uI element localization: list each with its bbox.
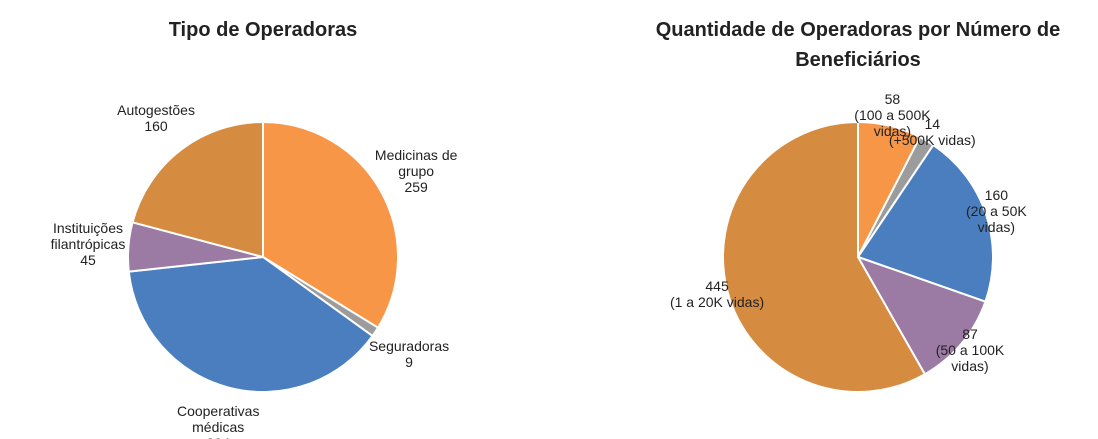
slice-value: 9 [405,354,413,371]
slice-value: 160 [144,117,168,134]
pie-slice [131,120,264,259]
slice-label: Autogestões 160 [101,102,211,134]
slice-value: 58 [884,91,901,108]
slice-name: Instituições filantrópicas [50,219,126,252]
pie-slice [262,120,399,330]
slice-label: 58 (100 a 500K vidas) [844,91,940,139]
slice-value: 445 [705,278,729,295]
slice-label: 445 (1 a 20K vidas) [669,278,765,310]
chart-title: Quantidade de Operadoras por Número de B… [655,19,1061,71]
slice-value: 160 [984,187,1009,204]
slice-label: Medicinas de grupo 259 [361,147,471,195]
slice-name: (50 a 100K vidas) [935,342,1005,375]
slice-label: 160 (20 a 50K vidas) [948,187,1044,235]
slice-label: 87 (50 a 100K vidas) [922,326,1018,374]
slice-name: (20 a 50K vidas) [966,203,1027,236]
slice-label: Cooperativas médicas294 [163,403,273,439]
slice-name: Autogestões [117,101,195,118]
slice-value: 294 [163,435,273,439]
pie-slice [127,255,374,393]
slice-value: 259 [404,179,428,196]
pie-slice [855,255,987,376]
slice-name: Medicinas de grupo [374,147,458,180]
pie-slice [722,120,927,393]
slice-label: 14 (+500K vidas) [884,116,980,148]
slice-name: (100 a 500K vidas) [854,107,931,140]
slice-name: (+500K vidas) [888,131,976,148]
slice-label: Instituições filantrópicas 45 [33,220,143,268]
pie-slice [856,143,994,303]
slice-name: Seguradoras [368,338,450,355]
slice-name: Cooperativas médicas [176,402,260,435]
slice-value: 14 [924,115,941,132]
chart-title: Tipo de Operadoras [168,19,358,41]
slice-value: 45 [80,251,96,268]
slice-name: (1 a 20K vidas) [669,294,765,311]
slice-label: Seguradoras 9 [354,338,464,370]
slice-value: 87 [962,326,978,343]
